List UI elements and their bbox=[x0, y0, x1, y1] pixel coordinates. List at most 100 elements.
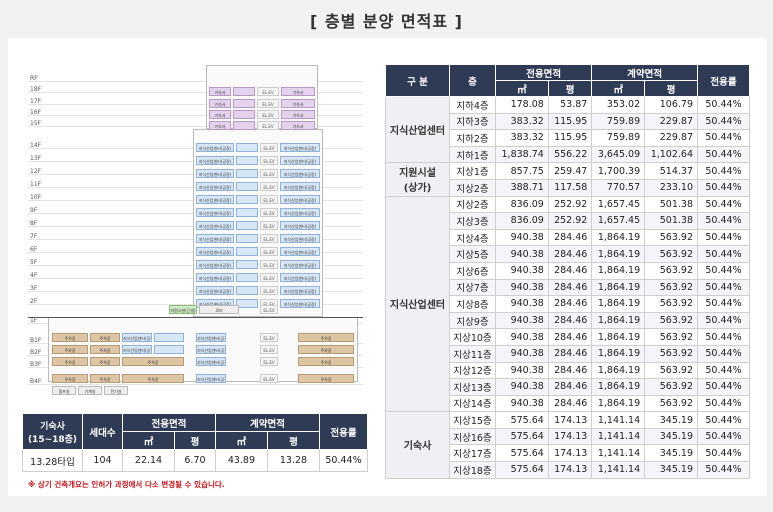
ratio-cell: 50.44% bbox=[697, 112, 750, 131]
disclaimer-note: ※ 상기 건축개요는 인허가 과정에서 다소 변경될 수 있습니다. bbox=[28, 480, 225, 489]
ex-sqm-cell: 836.09 bbox=[495, 212, 549, 230]
ct-sqm-cell: 1,864.19 bbox=[591, 361, 646, 380]
ratio-cell: 50.44% bbox=[697, 295, 750, 313]
ex-sqm-cell: 940.38 bbox=[495, 378, 549, 396]
floor-cell: 지상2층 bbox=[449, 178, 496, 197]
ex-sqm-cell: 940.38 bbox=[495, 394, 549, 413]
parking-area: 주차장 bbox=[52, 333, 88, 342]
parking-area: 주차장 bbox=[90, 333, 120, 342]
core-elevator: EL.EV bbox=[260, 273, 278, 282]
ex-pyeong-cell: 252.92 bbox=[547, 212, 593, 230]
ex-pyeong-cell: 284.46 bbox=[547, 378, 593, 396]
floor-label: 11F bbox=[30, 181, 42, 188]
floor-label: 1F bbox=[30, 317, 38, 324]
ratio-cell: 50.44% bbox=[697, 411, 750, 429]
ex-pyeong-cell: 284.46 bbox=[547, 261, 593, 280]
floor-cell: 지상15층 bbox=[449, 411, 496, 429]
dorm-unit bbox=[233, 110, 255, 119]
parking-area: 주차장 bbox=[52, 374, 88, 383]
basement-office bbox=[154, 345, 184, 354]
table-row: 지상9층 940.38 284.46 1,864.19 563.92 50.44% bbox=[386, 311, 750, 330]
basement-office: 지식산업센터(공장) bbox=[122, 333, 152, 342]
header-contract-area: 계약면적 bbox=[591, 64, 698, 81]
floor-cell: 지상7층 bbox=[449, 278, 496, 297]
ex-sqm-cell: 940.38 bbox=[495, 361, 549, 380]
ratio-cell: 50.44% bbox=[697, 162, 750, 180]
core-elevator: EL.EV bbox=[257, 121, 279, 130]
office-unit: 지식산업센터(공장) bbox=[280, 208, 320, 217]
office-unit: 지식산업센터(공장) bbox=[196, 156, 234, 165]
ratio-cell: 50.44% bbox=[697, 427, 750, 446]
basement-office: 지식산업센터(공장) bbox=[196, 357, 226, 366]
floor-cell: 지상11층 bbox=[449, 344, 496, 363]
ct-sqm-cell: 1,141.14 bbox=[591, 461, 646, 479]
floor-label: RF bbox=[30, 75, 38, 82]
floor-line bbox=[28, 81, 363, 82]
ex-sqm-cell: 383.32 bbox=[495, 112, 549, 131]
floor-cell: 지하1층 bbox=[449, 145, 496, 164]
table-row: 지식산업센터 지상2층 836.09 252.92 1,657.45 501.38 50.4… bbox=[385, 195, 750, 413]
dorm-header-ex-pyeong: 평 bbox=[174, 431, 216, 450]
ct-pyeong-cell: 233.10 bbox=[644, 178, 698, 197]
core-elevator: EL.EV bbox=[260, 182, 278, 191]
parking-area: 주차장 bbox=[52, 357, 88, 366]
category-cell: 지식산업센터 bbox=[385, 95, 450, 164]
office-unit: 지식산업센터(공장) bbox=[280, 286, 320, 295]
dorm-ct-sqm: 43.89 bbox=[214, 449, 268, 472]
ct-pyeong-cell: 563.92 bbox=[644, 344, 698, 363]
category-cell: 지원시설 (상가) bbox=[385, 162, 450, 197]
table-row: 지하3층 383.32 115.95 759.89 229.87 50.44% bbox=[386, 112, 750, 131]
ex-sqm-cell: 940.38 bbox=[495, 344, 549, 363]
floor-label: 5F bbox=[30, 259, 38, 266]
table-row: 지상6층 940.38 284.46 1,864.19 563.92 50.44% bbox=[386, 261, 750, 280]
ex-pyeong-cell: 259.47 bbox=[547, 162, 593, 180]
ex-sqm-cell: 575.64 bbox=[495, 461, 549, 479]
ratio-cell: 50.44% bbox=[697, 178, 750, 197]
ratio-cell: 50.44% bbox=[697, 361, 750, 380]
floor-line bbox=[28, 126, 363, 127]
ct-sqm-cell: 1,141.14 bbox=[591, 427, 646, 446]
floor-label: B4F bbox=[30, 378, 42, 385]
dorm-summary-table: 기숙사 (15~18층) 세대수 전용면적 계약면적 전용률 ㎡ 평 ㎡ 평 1… bbox=[22, 413, 368, 472]
ex-pyeong-cell: 174.13 bbox=[547, 461, 593, 479]
ct-pyeong-cell: 563.92 bbox=[644, 228, 698, 247]
ct-pyeong-cell: 345.19 bbox=[644, 411, 698, 429]
ratio-cell: 50.44% bbox=[697, 444, 750, 463]
parking-area: 주차장 bbox=[298, 333, 354, 342]
ct-sqm-cell: 770.57 bbox=[591, 178, 646, 197]
ex-pyeong-cell: 53.87 bbox=[547, 96, 593, 114]
floor-label: 16F bbox=[30, 109, 42, 116]
floor-cell: 지하2층 bbox=[449, 129, 496, 147]
ct-pyeong-cell: 229.87 bbox=[644, 112, 698, 131]
ex-pyeong-cell: 284.46 bbox=[547, 344, 593, 363]
building-section-diagram: RF 18F 17F 16F 15F 14F 13F 12F 11F 10F 9F 8F 7F 6F 5F 4… bbox=[28, 65, 363, 395]
core-elevator: EL.EV bbox=[260, 208, 278, 217]
office-unit: 지식산업센터(공장) bbox=[280, 247, 320, 256]
floor-label: 10F bbox=[30, 194, 42, 201]
floor-label: 7F bbox=[30, 233, 38, 240]
dorm-unit bbox=[233, 87, 255, 96]
floor-cell: 지하4층 bbox=[449, 96, 496, 114]
office-unit: 지식산업센터(공장) bbox=[196, 234, 234, 243]
table-row: 지상10층 940.38 284.46 1,864.19 563.92 50.44% bbox=[386, 328, 750, 346]
core-elevator: EL.EV bbox=[260, 305, 278, 314]
table-row: 지상14층 940.38 284.46 1,864.19 563.92 50.44% bbox=[386, 394, 750, 413]
ratio-cell: 50.44% bbox=[697, 245, 750, 263]
dorm-type: 13.28타입 bbox=[22, 449, 83, 472]
ct-pyeong-cell: 106.79 bbox=[644, 96, 698, 114]
office-unit: 지식산업센터(공장) bbox=[280, 273, 320, 282]
floor-label: 3F bbox=[30, 285, 38, 292]
core-elevator: EL.EV bbox=[260, 260, 278, 269]
ct-pyeong-cell: 345.19 bbox=[644, 461, 698, 479]
header-ex-pyeong: 평 bbox=[547, 80, 593, 97]
office-unit: 지식산업센터(공장) bbox=[280, 260, 320, 269]
ex-pyeong-cell: 556.22 bbox=[547, 145, 593, 164]
ratio-cell: 50.44% bbox=[697, 129, 750, 147]
lobby: 로비 bbox=[199, 305, 239, 314]
ex-pyeong-cell: 115.95 bbox=[547, 112, 593, 131]
table-row: 지상12층 940.38 284.46 1,864.19 563.92 50.44% bbox=[386, 361, 750, 380]
office-unit: 지식산업센터(공장) bbox=[280, 182, 320, 191]
ct-sqm-cell: 1,657.45 bbox=[591, 212, 646, 230]
floor-line bbox=[28, 92, 363, 93]
office-unit bbox=[236, 299, 258, 308]
